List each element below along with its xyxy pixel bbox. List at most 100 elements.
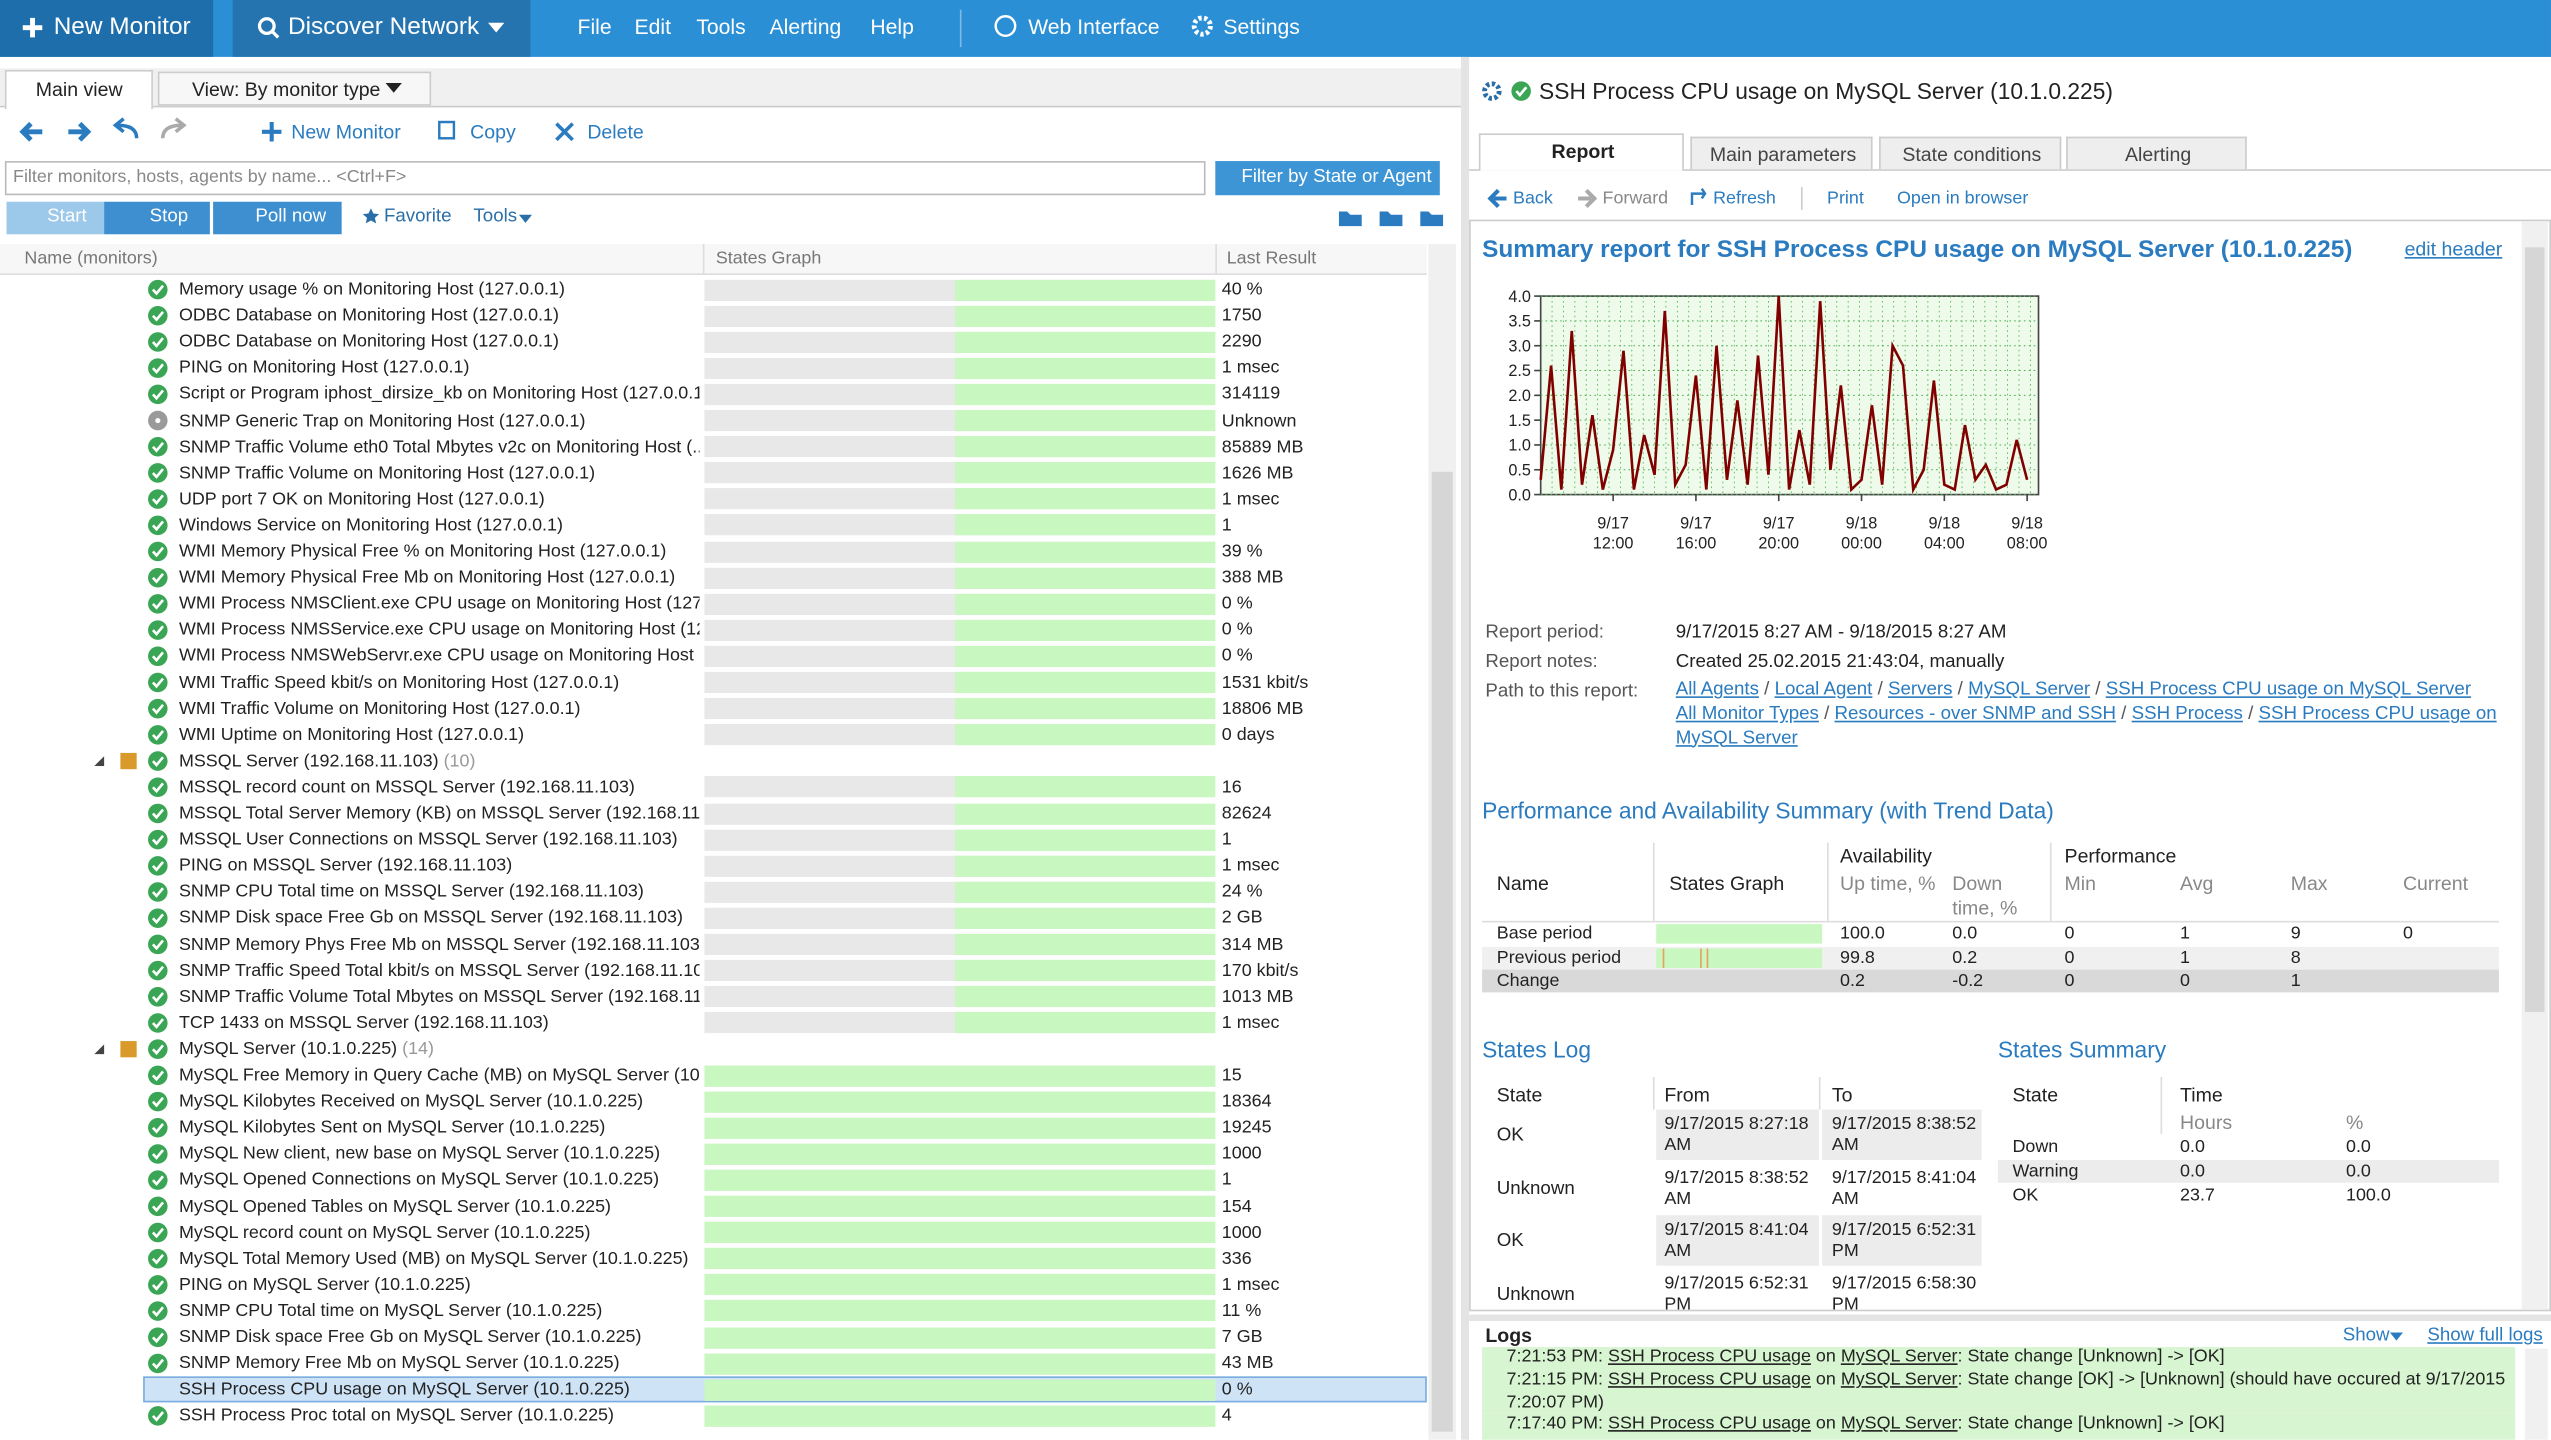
group-row[interactable]: MySQL Server (10.1.0.225) (14) bbox=[179, 1036, 434, 1062]
monitor-name[interactable]: SNMP Disk space Free Gb on MySQL Server … bbox=[179, 1324, 642, 1350]
log-monitor[interactable]: SSH Process CPU usage bbox=[1608, 1347, 1811, 1367]
action-button[interactable]: Copy bbox=[470, 119, 516, 145]
nav-button[interactable]: Back bbox=[1513, 185, 1553, 211]
nav-button[interactable]: Forward bbox=[1603, 185, 1669, 211]
monitor-name[interactable]: SNMP Traffic Volume on Monitoring Host (… bbox=[179, 460, 595, 486]
control-button[interactable]: Tools bbox=[473, 203, 517, 229]
monitor-name[interactable]: MySQL record count on MySQL Server (10.1… bbox=[179, 1220, 590, 1246]
monitor-name[interactable]: TCP 1433 on MSSQL Server (192.168.11.103… bbox=[179, 1010, 549, 1036]
monitor-name[interactable]: MySQL Kilobytes Sent on MySQL Server (10… bbox=[179, 1115, 605, 1141]
tab-label[interactable]: View: By monitor type bbox=[192, 76, 380, 102]
toolbar-button-label[interactable]: New Monitor bbox=[54, 15, 191, 41]
monitor-name[interactable]: SNMP Disk space Free Gb on MSSQL Server … bbox=[179, 905, 683, 931]
toolbar-button-label[interactable]: Discover Network bbox=[288, 15, 479, 41]
path-link[interactable]: All Monitor Types bbox=[1676, 704, 1819, 724]
monitor-name[interactable]: SSH Process CPU usage on MySQL Server (1… bbox=[179, 1377, 630, 1403]
monitor-name[interactable]: PING on Monitoring Host (127.0.0.1) bbox=[179, 355, 469, 381]
path-link[interactable]: MySQL Server bbox=[1968, 680, 2090, 700]
logs-show[interactable]: Show bbox=[2343, 1323, 2390, 1349]
control-button[interactable]: Poll now bbox=[255, 203, 326, 229]
monitor-name[interactable]: SNMP Generic Trap on Monitoring Host (12… bbox=[179, 408, 585, 434]
monitor-name[interactable]: ODBC Database on Monitoring Host (127.0.… bbox=[179, 303, 559, 329]
menu-item[interactable]: Alerting bbox=[770, 15, 842, 41]
monitor-name[interactable]: MSSQL record count on MSSQL Server (192.… bbox=[179, 774, 635, 800]
monitor-name[interactable]: MySQL Opened Connections on MySQL Server… bbox=[179, 1167, 659, 1193]
monitor-name[interactable]: Memory usage % on Monitoring Host (127.0… bbox=[179, 277, 565, 303]
path-link[interactable]: Resources - over SNMP and SSH bbox=[1835, 704, 2116, 724]
tab-label[interactable]: Alerting bbox=[2068, 142, 2249, 168]
group-row[interactable]: MSSQL Server (192.168.11.103) (10) bbox=[179, 748, 475, 774]
path-link[interactable]: SSH Process bbox=[2132, 704, 2243, 724]
monitor-name[interactable]: MySQL Total Memory Used (MB) on MySQL Se… bbox=[179, 1246, 689, 1272]
monitor-name[interactable]: MySQL Opened Tables on MySQL Server (10.… bbox=[179, 1193, 611, 1219]
edit-header-link[interactable]: edit header bbox=[2405, 236, 2503, 262]
menu-item[interactable]: Tools bbox=[696, 15, 745, 41]
nav-button[interactable]: Print bbox=[1827, 185, 1864, 211]
log-monitor[interactable]: SSH Process CPU usage bbox=[1608, 1414, 1811, 1434]
log-monitor[interactable]: SSH Process CPU usage bbox=[1608, 1370, 1811, 1390]
tab-label[interactable]: State conditions bbox=[1881, 142, 2063, 168]
monitor-name[interactable]: Windows Service on Monitoring Host (127.… bbox=[179, 512, 563, 538]
monitor-name[interactable]: SNMP CPU Total time on MySQL Server (10.… bbox=[179, 1298, 602, 1324]
monitor-name[interactable]: SNMP Memory Phys Free Mb on MSSQL Server… bbox=[179, 931, 700, 957]
report-tab[interactable]: Report bbox=[1479, 133, 1684, 170]
monitor-name[interactable]: SNMP Traffic Speed Total kbit/s on MSSQL… bbox=[179, 958, 700, 984]
path-link[interactable]: SSH Process CPU usage on MySQL Server bbox=[2106, 680, 2471, 700]
control-button[interactable]: Stop bbox=[150, 203, 189, 229]
log-server[interactable]: MySQL Server bbox=[1841, 1347, 1958, 1367]
monitor-name[interactable]: SSH Process Proc total on MySQL Server (… bbox=[179, 1403, 614, 1429]
nav-button[interactable]: Open in browser bbox=[1897, 185, 2028, 211]
menu-item[interactable]: Settings bbox=[1223, 15, 1299, 41]
report-tab[interactable]: Main parameters bbox=[1690, 137, 1872, 170]
scrollbar-thumb[interactable] bbox=[1432, 472, 1453, 1432]
monitor-name[interactable]: WMI Process NMSService.exe CPU usage on … bbox=[179, 617, 700, 643]
path-link[interactable]: Servers bbox=[1888, 680, 1952, 700]
tab-label[interactable]: Report bbox=[1480, 138, 1685, 164]
tab-label[interactable]: Main parameters bbox=[1692, 142, 1874, 168]
control-button[interactable]: Favorite bbox=[384, 203, 452, 229]
monitor-name[interactable]: WMI Traffic Volume on Monitoring Host (1… bbox=[179, 696, 581, 722]
report-scrollbar-thumb[interactable] bbox=[2525, 247, 2545, 1012]
logs-full-link[interactable]: Show full logs bbox=[2427, 1323, 2542, 1349]
action-button[interactable]: New Monitor bbox=[291, 119, 401, 145]
report-tab[interactable]: Alerting bbox=[2066, 137, 2247, 170]
group-name[interactable]: MySQL Server (10.1.0.225) bbox=[179, 1039, 397, 1059]
group-name[interactable]: MSSQL Server (192.168.11.103) bbox=[179, 751, 439, 771]
monitor-name[interactable]: SNMP Traffic Volume eth0 Total Mbytes v2… bbox=[179, 434, 700, 460]
control-button[interactable]: Start bbox=[47, 203, 87, 229]
monitor-name[interactable]: WMI Process NMSWebServr.exe CPU usage on… bbox=[179, 643, 700, 669]
monitor-name[interactable]: ODBC Database on Monitoring Host (127.0.… bbox=[179, 329, 559, 355]
menu-item[interactable]: Web Interface bbox=[1028, 15, 1159, 41]
filter-button-label[interactable]: Filter by State or Agent bbox=[1241, 164, 1431, 190]
path-link[interactable]: Local Agent bbox=[1775, 680, 1873, 700]
monitor-name[interactable]: WMI Memory Physical Free % on Monitoring… bbox=[179, 539, 666, 565]
monitor-name[interactable]: UDP port 7 OK on Monitoring Host (127.0.… bbox=[179, 486, 545, 512]
table-cell: 1 bbox=[2180, 944, 2190, 970]
path-link[interactable]: All Agents bbox=[1676, 680, 1759, 700]
action-button[interactable]: Delete bbox=[587, 119, 643, 145]
report-tab[interactable]: State conditions bbox=[1879, 137, 2061, 170]
log-server[interactable]: MySQL Server bbox=[1841, 1414, 1958, 1434]
monitor-name[interactable]: MySQL Free Memory in Query Cache (MB) on… bbox=[179, 1062, 700, 1088]
menu-item[interactable]: Help bbox=[870, 15, 914, 41]
log-server[interactable]: MySQL Server bbox=[1841, 1370, 1958, 1390]
monitor-name[interactable]: MySQL New client, new base on MySQL Serv… bbox=[179, 1141, 660, 1167]
monitor-name[interactable]: WMI Process NMSClient.exe CPU usage on M… bbox=[179, 591, 700, 617]
monitor-name[interactable]: WMI Traffic Speed kbit/s on Monitoring H… bbox=[179, 669, 619, 695]
monitor-name[interactable]: PING on MySQL Server (10.1.0.225) bbox=[179, 1272, 471, 1298]
monitor-name[interactable]: SNMP Traffic Volume Total Mbytes on MSSQ… bbox=[179, 984, 700, 1010]
monitor-name[interactable]: WMI Memory Physical Free Mb on Monitorin… bbox=[179, 565, 675, 591]
log-message: : State change [Unknown] -> [OK] bbox=[1958, 1414, 2225, 1434]
monitor-name[interactable]: MSSQL User Connections on MSSQL Server (… bbox=[179, 827, 678, 853]
menu-item[interactable]: Edit bbox=[634, 15, 670, 41]
monitor-name[interactable]: SNMP Memory Free Mb on MySQL Server (10.… bbox=[179, 1350, 620, 1376]
monitor-name[interactable]: Script or Program iphost_dirsize_kb on M… bbox=[179, 381, 700, 407]
monitor-name[interactable]: PING on MSSQL Server (192.168.11.103) bbox=[179, 853, 512, 879]
monitor-name[interactable]: MSSQL Total Server Memory (KB) on MSSQL … bbox=[179, 800, 700, 826]
menu-item[interactable]: File bbox=[578, 15, 612, 41]
nav-button[interactable]: Refresh bbox=[1713, 185, 1776, 211]
tab-label[interactable]: Main view bbox=[36, 76, 123, 102]
monitor-name[interactable]: WMI Uptime on Monitoring Host (127.0.0.1… bbox=[179, 722, 524, 748]
monitor-name[interactable]: SNMP CPU Total time on MSSQL Server (192… bbox=[179, 879, 644, 905]
monitor-name[interactable]: MySQL Kilobytes Received on MySQL Server… bbox=[179, 1089, 643, 1115]
